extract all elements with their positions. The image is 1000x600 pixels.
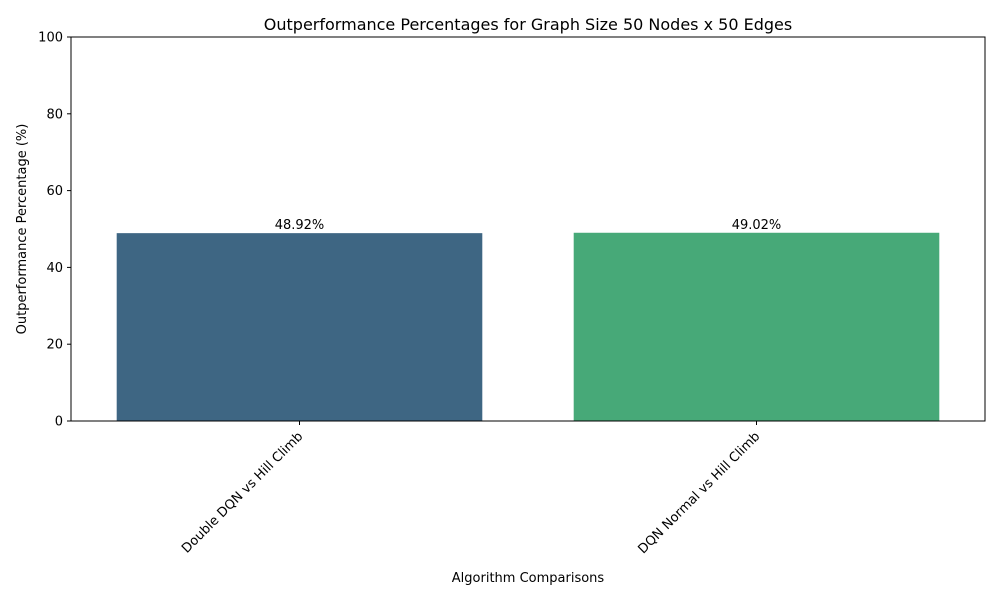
plot-area: 0 20 40 60 80 100 Double DQN vs Hill Climb DQN … xyxy=(38,31,986,557)
bar xyxy=(116,233,483,421)
data-label: 48.92% xyxy=(275,218,325,233)
x-axis-label: Algorithm Comparisons xyxy=(452,571,605,586)
x-tick-label: DQN Normal vs Hill Climb xyxy=(635,429,763,557)
y-tick-label: 40 xyxy=(46,261,63,276)
y-tick-label: 0 xyxy=(55,415,63,430)
chart-title: Outperformance Percentages for Graph Siz… xyxy=(264,15,792,34)
axes-frame xyxy=(70,36,986,422)
bar xyxy=(573,232,940,421)
y-tick-label: 60 xyxy=(46,184,63,199)
data-label: 49.02% xyxy=(732,218,782,233)
x-tick-label: Double DQN vs Hill Climb xyxy=(179,429,306,556)
y-axis-label: Outperformance Percentage (%) xyxy=(15,124,30,335)
y-tick-label: 80 xyxy=(46,107,63,122)
y-tick-label: 100 xyxy=(38,31,63,46)
y-tick-label: 20 xyxy=(46,338,63,353)
